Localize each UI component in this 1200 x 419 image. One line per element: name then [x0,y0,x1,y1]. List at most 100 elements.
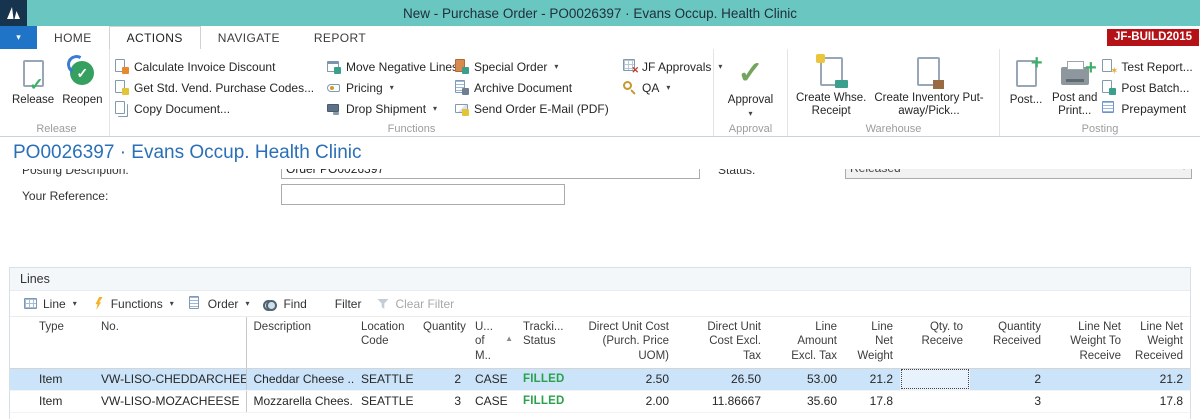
cell-direct-unit-cost-excl-tax[interactable]: 26.50 [676,368,768,390]
cell-tracking-status[interactable]: FILLED [516,368,578,390]
cell-qty-to-receive-focused[interactable] [900,368,970,390]
col-line-net-weight-to-receive[interactable]: Line Net Weight To Receive [1048,317,1128,368]
cell-unit-of-measure[interactable]: CASE [468,390,516,412]
order-menu-button[interactable]: Order▾ [183,296,259,311]
posting-description-input[interactable] [281,169,700,179]
cell-line-amount-excl-tax[interactable]: 35.60 [768,390,844,412]
cell-line-net-weight[interactable]: 21.2 [844,368,900,390]
cell-quantity-received[interactable]: 2 [970,368,1048,390]
cell-quantity-received[interactable]: 3 [970,390,1048,412]
prepayment-button[interactable]: Prepayment [1101,98,1192,119]
send-order-email-button[interactable]: Send Order E-Mail (PDF) [454,98,622,119]
cell-type[interactable]: Item [32,390,94,412]
cell-no[interactable]: VW-LISO-MOZACHEESE [94,390,246,412]
calculate-invoice-discount-button[interactable]: Calculate Invoice Discount [114,56,326,77]
table-row-mozzarella[interactable]: Item VW-LISO-MOZACHEESE Mozzarella Chees… [10,390,1190,412]
create-whse-receipt-button[interactable]: Create Whse. Receipt [792,52,870,121]
find-button[interactable]: Find [258,296,315,311]
table-row-cheddar[interactable]: Item VW-LISO-CHEDDARCHEES Cheddar Cheese… [10,368,1190,390]
tab-home[interactable]: HOME [37,26,109,49]
create-inventory-putaway-button[interactable]: Create Inventory Put- away/Pick... [870,52,987,121]
ribbon-group-functions: Calculate Invoice Discount Get Std. Vend… [110,49,714,136]
status-select[interactable]: Released ▾ [845,169,1192,179]
cell-line-net-weight-to-receive[interactable] [1048,390,1128,412]
window-title: New - Purchase Order - PO0026397 · Evans… [403,6,797,21]
reopen-button[interactable]: ✓ Reopen [58,52,106,121]
cell-line-net-weight[interactable]: 17.8 [844,390,900,412]
col-quantity[interactable]: Quantity [416,317,468,368]
cell-description[interactable]: Cheddar Cheese ... [246,368,354,390]
dynamics-nav-logo-icon [0,0,27,26]
functions-menu-button[interactable]: Functions▾ [86,296,183,311]
file-menu-button[interactable]: ▾ [0,26,37,49]
cell-no[interactable]: VW-LISO-CHEDDARCHEES [94,368,246,390]
copy-document-button[interactable]: Copy Document... [114,98,326,119]
col-quantity-received[interactable]: Quantity Received [970,317,1048,368]
cell-location-code[interactable]: SEATTLE [354,390,416,412]
cell-type[interactable]: Item [32,368,94,390]
test-report-icon [1101,59,1116,74]
ribbon-group-approval: ✓ Approval ▾ Approval [714,49,788,136]
post-button[interactable]: Post... [1004,52,1048,121]
col-direct-unit-cost-purch[interactable]: Direct Unit Cost (Purch. Price UOM) [578,317,676,368]
qa-button[interactable]: QA▾ [622,77,714,98]
row-gutter[interactable] [10,390,32,412]
cell-line-net-weight-received[interactable]: 17.8 [1128,390,1190,412]
col-location-code[interactable]: Location Code [354,317,416,368]
drop-shipment-button[interactable]: Drop Shipment▾ [326,98,454,119]
cell-qty-to-receive[interactable] [900,390,970,412]
cell-location-code[interactable]: SEATTLE [354,368,416,390]
qa-magnifier-icon [622,80,637,95]
lines-section-title[interactable]: Lines [10,268,1190,291]
filter-button[interactable]: Filter [330,297,371,311]
col-type[interactable]: Type [32,317,94,368]
pricing-button[interactable]: Pricing▾ [326,77,454,98]
col-description[interactable]: Description [246,317,354,368]
test-report-button[interactable]: Test Report... [1101,56,1192,77]
caret-down-icon: ▾ [554,62,558,71]
post-batch-button[interactable]: Post Batch... [1101,77,1192,98]
release-button[interactable]: ✓ Release [8,52,58,121]
col-direct-unit-cost-excl-tax[interactable]: Direct Unit Cost Excl. Tax [676,317,768,368]
line-menu-button[interactable]: Line▾ [18,296,86,311]
cell-direct-unit-cost-purch[interactable]: 2.00 [578,390,676,412]
approval-button[interactable]: ✓ Approval ▾ [724,52,777,121]
archive-document-button[interactable]: Archive Document [454,77,622,98]
clear-filter-button[interactable]: Clear Filter [370,296,463,311]
cell-unit-of-measure[interactable]: CASE [468,368,516,390]
col-no[interactable]: No. [94,317,246,368]
row-gutter[interactable] [10,368,32,390]
col-unit-of-measure[interactable]: U... of M..▲ [468,317,516,368]
get-std-vend-purchase-codes-button[interactable]: Get Std. Vend. Purchase Codes... [114,77,326,98]
col-line-net-weight[interactable]: Line Net Weight [844,317,900,368]
tab-navigate[interactable]: NAVIGATE [201,26,297,49]
post-and-print-button[interactable]: Post and Print... [1048,52,1101,121]
cell-description[interactable]: Mozzarella Chees... [246,390,354,412]
create-whse-receipt-icon [820,54,843,90]
ribbon-group-warehouse: Create Whse. Receipt Create Inventory Pu… [788,49,1000,136]
cell-line-net-weight-received[interactable]: 21.2 [1128,368,1190,390]
lines-table: Type No. Description Location Code Quant… [10,317,1190,413]
group-label-release: Release [4,123,109,135]
move-negative-lines-button[interactable]: Move Negative Lines... [326,56,454,77]
col-qty-to-receive[interactable]: Qty. to Receive [900,317,970,368]
tab-report[interactable]: REPORT [297,26,383,49]
caret-down-icon: ▾ [666,83,670,92]
cell-direct-unit-cost-purch[interactable]: 2.50 [578,368,676,390]
cell-line-net-weight-to-receive[interactable] [1048,368,1128,390]
special-order-button[interactable]: Special Order▾ [454,56,622,77]
tab-actions[interactable]: ACTIONS [109,26,201,49]
cell-quantity[interactable]: 2 [416,368,468,390]
cell-line-amount-excl-tax[interactable]: 53.00 [768,368,844,390]
cell-quantity[interactable]: 3 [416,390,468,412]
move-negative-lines-icon [326,59,341,74]
col-line-net-weight-received[interactable]: Line Net Weight Received [1128,317,1190,368]
col-tracking-status[interactable]: Tracki... Status [516,317,578,368]
cell-direct-unit-cost-excl-tax[interactable]: 11.86667 [676,390,768,412]
caret-down-icon: ▾ [390,83,394,92]
jf-approvals-button[interactable]: JF Approvals▾ [622,56,714,77]
col-line-amount-excl-tax[interactable]: Line Amount Excl. Tax [768,317,844,368]
lines-fasttab: Lines Line▾ Functions▾ Order▾ Find Filte… [9,267,1191,419]
your-reference-input[interactable] [281,184,565,205]
cell-tracking-status[interactable]: FILLED [516,390,578,412]
